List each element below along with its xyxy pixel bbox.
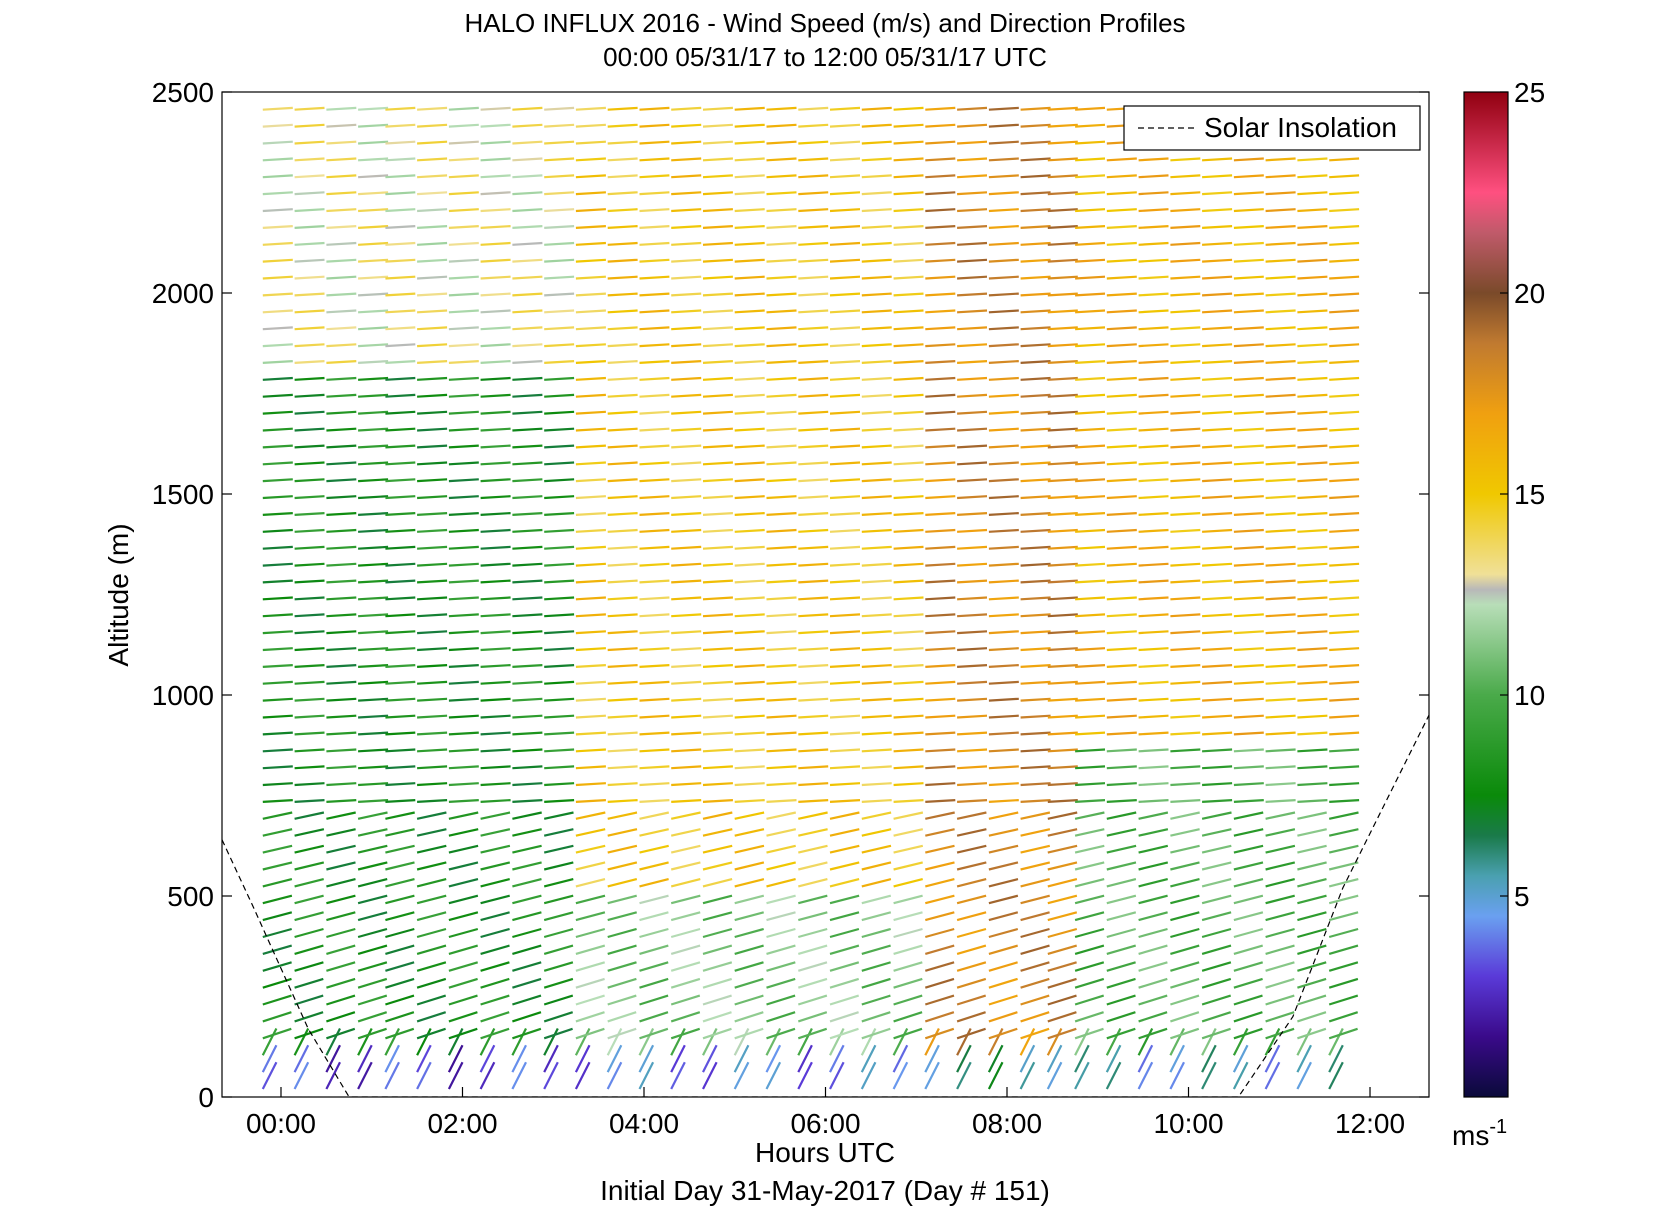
colorbar-unit: ms-1 bbox=[1452, 1116, 1507, 1151]
x-tick-label: 10:00 bbox=[1153, 1108, 1223, 1139]
x-tick-label: 00:00 bbox=[246, 1108, 316, 1139]
colorbar-gradient bbox=[1464, 92, 1508, 1097]
y-tick-label: 0 bbox=[198, 1082, 214, 1113]
colorbar: 5 10 15 20 25 ms-1 bbox=[1452, 77, 1545, 1151]
y-tick-label: 500 bbox=[167, 881, 214, 912]
colorbar-tick-label: 10 bbox=[1514, 680, 1545, 711]
wind-profile-figure: HALO INFLUX 2016 - Wind Speed (m/s) and … bbox=[0, 0, 1679, 1216]
y-axis-label: Altitude (m) bbox=[103, 523, 134, 666]
x-tick-label: 08:00 bbox=[972, 1108, 1042, 1139]
y-tick-label: 1500 bbox=[152, 479, 214, 510]
x-tick-label: 06:00 bbox=[790, 1108, 860, 1139]
colorbar-tick-label: 15 bbox=[1514, 479, 1545, 510]
colorbar-unit-exponent: -1 bbox=[1489, 1116, 1507, 1138]
colorbar-unit-base: ms bbox=[1452, 1120, 1489, 1151]
x-axis-sublabel: Initial Day 31-May-2017 (Day # 151) bbox=[600, 1175, 1050, 1206]
y-tick-label: 2500 bbox=[152, 77, 214, 108]
colorbar-tick-label: 20 bbox=[1514, 278, 1545, 309]
x-axis-label: Hours UTC bbox=[755, 1137, 895, 1168]
legend-label-solar-insolation: Solar Insolation bbox=[1204, 112, 1397, 143]
x-tick-label: 02:00 bbox=[427, 1108, 497, 1139]
colorbar-tick-label: 25 bbox=[1514, 77, 1545, 108]
x-tick-label: 12:00 bbox=[1335, 1108, 1405, 1139]
chart-title-line1: HALO INFLUX 2016 - Wind Speed (m/s) and … bbox=[464, 8, 1185, 38]
x-tick-label: 04:00 bbox=[609, 1108, 679, 1139]
colorbar-tick-label: 5 bbox=[1514, 881, 1530, 912]
legend: Solar Insolation bbox=[1124, 106, 1420, 150]
y-tick-label: 1000 bbox=[152, 680, 214, 711]
chart-title-line2: 00:00 05/31/17 to 12:00 05/31/17 UTC bbox=[603, 42, 1047, 72]
y-tick-label: 2000 bbox=[152, 278, 214, 309]
